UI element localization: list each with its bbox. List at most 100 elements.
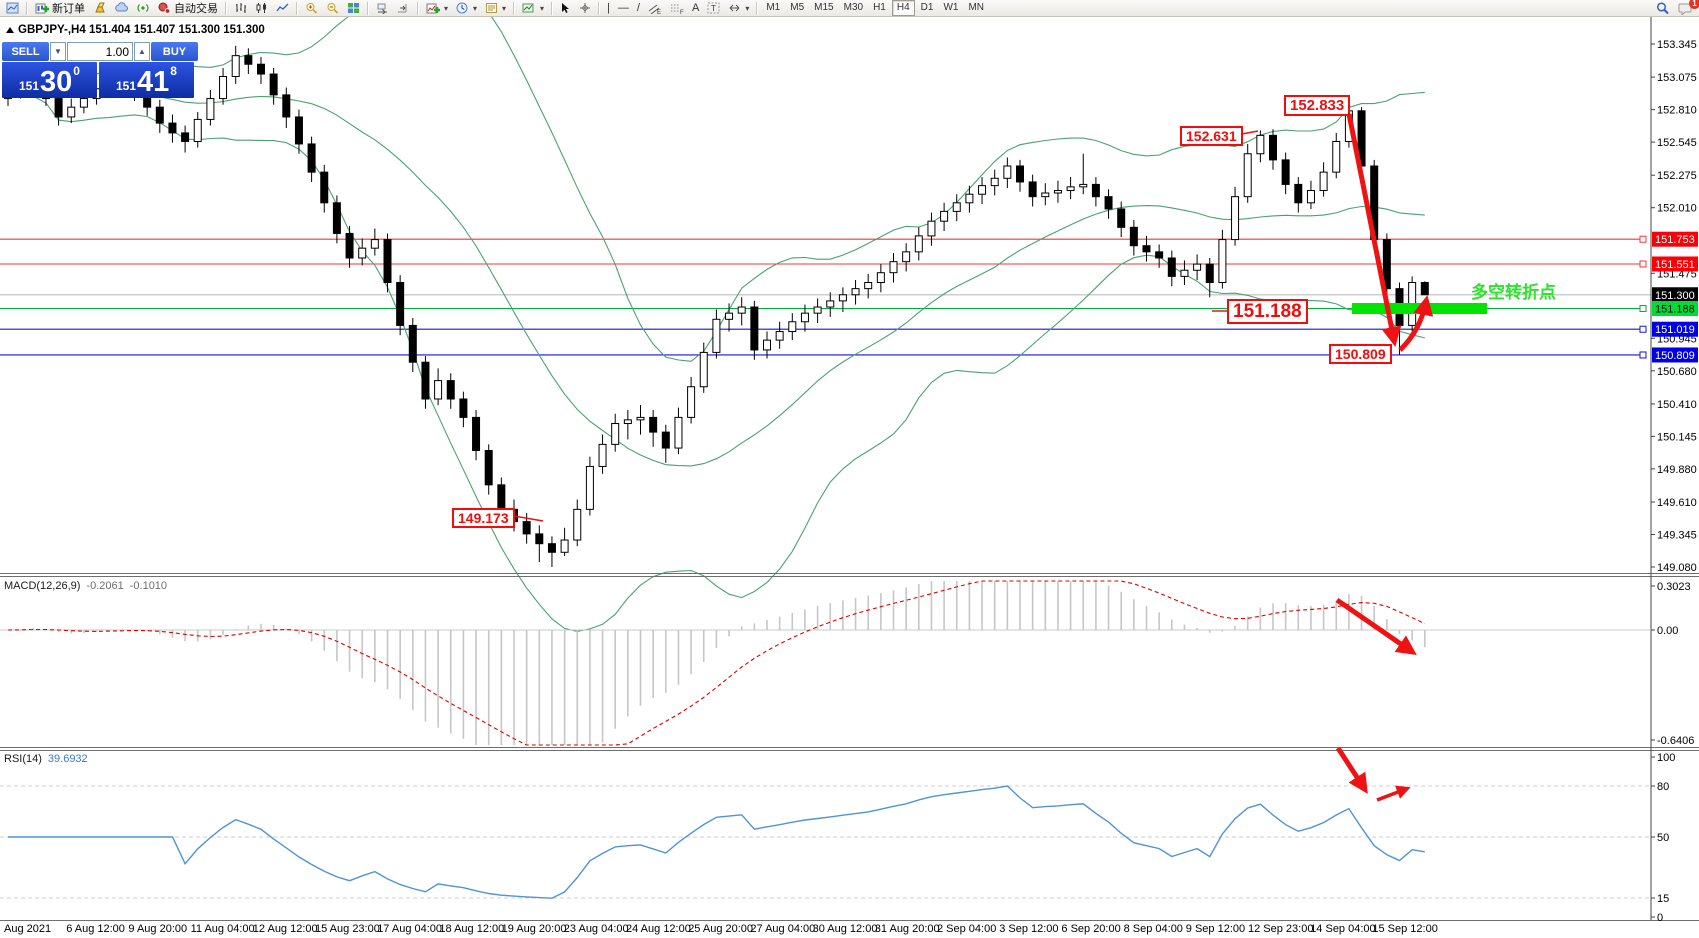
rsi-indicator-label: RSI(14) 39.6932 <box>4 753 88 765</box>
price-tag-text: 151.188 <box>1655 304 1695 316</box>
price-tick-label: 150.410 <box>1657 399 1697 411</box>
tf-button-h4[interactable]: H4 <box>891 0 915 16</box>
tf-button-d1[interactable]: D1 <box>920 2 934 13</box>
dropdown-caret-icon[interactable]: ▾ <box>745 3 750 13</box>
tile-windows-icon[interactable] <box>344 0 363 17</box>
candle <box>206 89 215 126</box>
annotation-price-tag-149.173[interactable]: 149.173 <box>452 508 515 528</box>
tf-button-m15[interactable]: M15 <box>814 2 834 13</box>
buy-price-button[interactable]: 151 41 8 <box>99 62 194 98</box>
autotrading-button[interactable]: 自动交易 <box>155 1 221 16</box>
buy-button[interactable]: BUY <box>151 42 198 61</box>
profiles-icon[interactable]: ▾ <box>519 0 547 17</box>
toolbar: 新订单 自动交易 ▾ ▾ ▾ ▾ | — / E F A T ▾ M1 M5 M… <box>0 0 1699 17</box>
candle <box>712 309 721 359</box>
crosshair-icon[interactable] <box>576 0 594 17</box>
notification-badge: 1 <box>1689 0 1699 9</box>
candle <box>1053 180 1062 203</box>
zoom-out-icon[interactable] <box>323 0 342 17</box>
hline-handle[interactable] <box>1639 305 1647 313</box>
price-tag-text: 151.300 <box>1655 290 1695 302</box>
hline-handle[interactable] <box>1639 325 1647 333</box>
chart-shift-icon[interactable] <box>394 0 413 17</box>
candle <box>1028 174 1037 207</box>
channel-tool[interactable]: E <box>645 0 665 17</box>
tf-button-m30[interactable]: M30 <box>843 2 864 13</box>
bar-chart-icon[interactable] <box>231 0 250 17</box>
volume-increase-button[interactable]: ▲ <box>134 42 150 61</box>
divider <box>417 1 419 15</box>
tf-button-h1[interactable]: H1 <box>873 2 886 13</box>
line-chart-icon[interactable] <box>273 0 292 17</box>
annotation-price-tag-152.631[interactable]: 152.631 <box>1180 126 1243 146</box>
new-order-button[interactable]: 新订单 <box>32 1 88 16</box>
tf-button-m5[interactable]: M5 <box>790 2 805 13</box>
candle <box>674 407 683 455</box>
dropdown-caret-icon[interactable]: ▾ <box>473 3 478 13</box>
date-label: 6 Sep 20:00 <box>1061 923 1120 935</box>
trend-arrow[interactable] <box>1346 113 1402 347</box>
candle <box>168 114 177 143</box>
dropdown-caret-icon[interactable]: ▾ <box>502 3 507 13</box>
date-label: Aug 2021 <box>4 923 51 935</box>
volume-input[interactable] <box>67 42 133 61</box>
sell-price-button[interactable]: 151 30 0 <box>2 62 97 98</box>
vertical-line-tool[interactable]: | <box>607 2 610 14</box>
annotation-price-tag-151.188[interactable]: 151.188 <box>1227 299 1308 324</box>
sell-button[interactable]: SELL <box>2 42 49 61</box>
sell-price-point: 0 <box>73 64 80 78</box>
divider <box>296 1 298 15</box>
tf-button-mn[interactable]: MN <box>968 2 985 13</box>
text-tool[interactable]: A <box>691 2 700 14</box>
candle <box>320 164 329 213</box>
date-label: 9 Sep 12:00 <box>1186 923 1245 935</box>
trend-arrow[interactable] <box>1398 295 1434 352</box>
news-cloud-icon[interactable] <box>112 0 132 17</box>
trendline-tool[interactable]: / <box>636 2 640 14</box>
turning-point-green-bar[interactable] <box>1352 303 1487 314</box>
candle <box>927 212 936 246</box>
candle <box>434 368 443 406</box>
arrows-tool[interactable]: ▾ <box>725 0 752 17</box>
candle <box>294 109 303 154</box>
bollinger-middle-band <box>7 85 1425 467</box>
tf-button-m1[interactable]: M1 <box>766 2 781 13</box>
dropdown-caret-icon[interactable]: ▾ <box>540 3 545 13</box>
cursor-icon[interactable] <box>557 0 574 17</box>
hline-handle[interactable] <box>1639 260 1647 268</box>
price-tag-text: 151.551 <box>1655 259 1695 271</box>
notifications-chat-icon[interactable]: 1 <box>1675 0 1699 17</box>
volume-decrease-button[interactable]: ▼ <box>50 42 66 61</box>
auto-scroll-icon[interactable] <box>373 0 392 17</box>
turning-point-text-label[interactable]: 多空转折点 <box>1471 283 1556 302</box>
horizontal-line-tool[interactable]: — <box>617 2 629 14</box>
tag-connector <box>1241 130 1259 135</box>
indicators-add-icon[interactable]: ▾ <box>423 0 451 17</box>
annotation-price-tag-150.809[interactable]: 150.809 <box>1329 344 1392 364</box>
text-label-tool[interactable]: T <box>704 0 723 17</box>
hline-handle[interactable] <box>1639 235 1647 243</box>
tf-button-w1[interactable]: W1 <box>943 2 959 13</box>
trend-arrow[interactable] <box>1335 746 1368 794</box>
dropdown-caret-icon[interactable]: ▾ <box>444 3 449 13</box>
price-tag-151.753 <box>1652 231 1698 247</box>
macd-signal-line <box>7 580 1426 746</box>
date-label: 12 Aug 12:00 <box>253 923 318 935</box>
period-clock-icon[interactable]: ▾ <box>453 0 480 17</box>
signal-icon[interactable] <box>134 0 153 17</box>
macd-tick-label: 0.3023 <box>1657 581 1691 593</box>
hline-handle[interactable] <box>1639 351 1647 359</box>
trend-arrow[interactable] <box>1376 785 1411 802</box>
annotation-price-tag-152.833[interactable]: 152.833 <box>1284 95 1351 116</box>
gold-bars-icon[interactable] <box>90 0 110 17</box>
candlestick-chart-icon[interactable] <box>252 0 271 17</box>
price-tick-label: 153.075 <box>1657 72 1697 84</box>
chart-window-icon[interactable] <box>3 0 22 17</box>
zoom-in-icon[interactable] <box>302 0 321 17</box>
search-icon[interactable] <box>1653 0 1673 17</box>
fibonacci-tool[interactable]: F <box>667 0 687 17</box>
template-icon[interactable]: ▾ <box>482 0 509 17</box>
candle <box>370 228 379 256</box>
trend-arrow[interactable] <box>1335 597 1417 655</box>
